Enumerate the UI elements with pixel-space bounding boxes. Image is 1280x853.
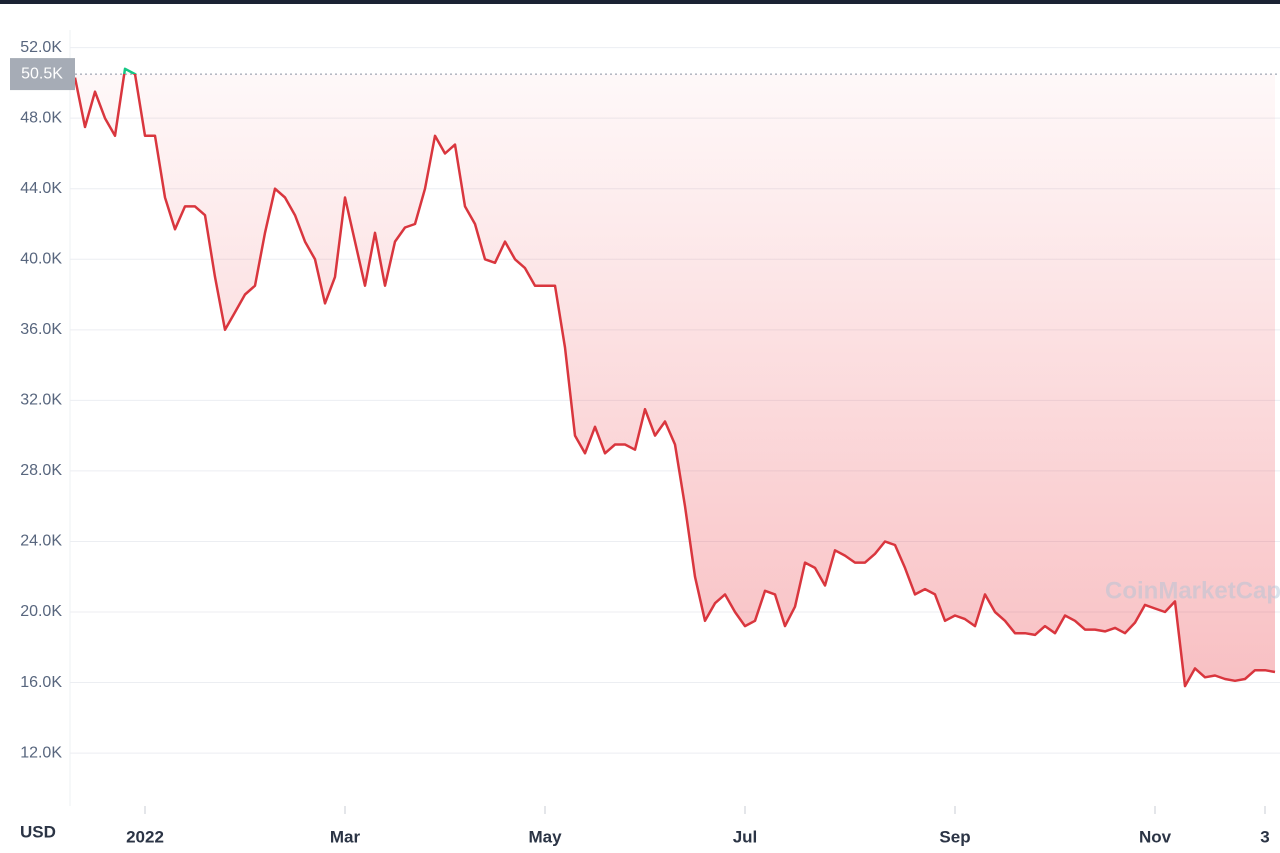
y-tick-label: 20.0K (20, 603, 62, 620)
x-tick-label: Mar (330, 827, 361, 846)
y-tick-label: 32.0K (20, 392, 62, 409)
x-tick-label: 2022 (126, 827, 164, 846)
labels: 12.0K 16.0K 20.0K 24.0K 28.0K 32.0K 36.0K 40.0K… (10, 39, 1280, 846)
y-tick-label: 48.0K (20, 109, 62, 126)
reference-label: 50.5K (21, 65, 63, 82)
area-fill (75, 68, 1275, 687)
top-strip (0, 0, 1280, 4)
x-tick-label: Nov (1139, 827, 1172, 846)
reference-label-box (10, 58, 75, 91)
marks (70, 67, 1280, 688)
y-tick-label: 40.0K (20, 250, 62, 267)
y-tick-label: 44.0K (20, 180, 62, 197)
y-tick-label: 16.0K (20, 674, 62, 691)
y-tick-label: 52.0K (20, 39, 62, 56)
x-tick-label: Jul (733, 827, 758, 846)
x-tick-label: Sep (939, 827, 970, 846)
y-tick-label: 28.0K (20, 462, 62, 479)
x-tick-label: 3 (1260, 827, 1269, 846)
x-tick-label: May (528, 827, 562, 846)
y-tick-label: 12.0K (20, 744, 62, 761)
unit-label: USD (20, 822, 56, 841)
y-tick-label: 24.0K (20, 533, 62, 550)
watermark: CoinMarketCap (1105, 577, 1280, 604)
y-tick-label: 36.0K (20, 321, 62, 338)
price-line (73, 67, 1276, 688)
